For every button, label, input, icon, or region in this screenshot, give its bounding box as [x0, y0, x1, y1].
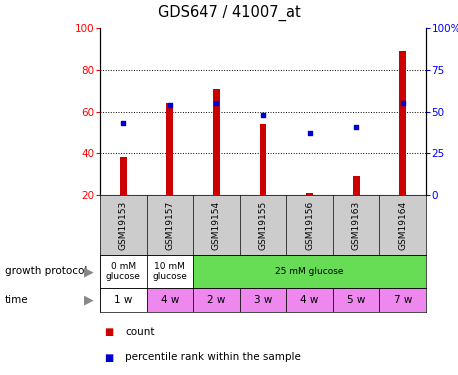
- Text: 25 mM glucose: 25 mM glucose: [275, 267, 344, 276]
- Text: growth protocol: growth protocol: [5, 267, 87, 276]
- Text: 1 w: 1 w: [114, 295, 132, 305]
- Text: GDS647 / 41007_at: GDS647 / 41007_at: [158, 5, 300, 21]
- Bar: [260, 124, 267, 237]
- Bar: [379, 288, 426, 312]
- Text: time: time: [5, 295, 28, 305]
- Text: GSM19164: GSM19164: [398, 200, 407, 250]
- Point: [306, 130, 313, 136]
- Text: GSM19157: GSM19157: [165, 200, 174, 250]
- Bar: [100, 255, 147, 288]
- Bar: [147, 288, 193, 312]
- Bar: [120, 158, 127, 237]
- Point: [166, 102, 174, 108]
- Bar: [147, 255, 193, 288]
- Text: 5 w: 5 w: [347, 295, 365, 305]
- Bar: [100, 288, 147, 312]
- Point: [213, 100, 220, 106]
- Point: [353, 123, 360, 129]
- Bar: [213, 88, 220, 237]
- Text: 4 w: 4 w: [161, 295, 179, 305]
- Text: ■: ■: [104, 352, 114, 363]
- Text: 0 mM
glucose: 0 mM glucose: [106, 262, 141, 281]
- Bar: [193, 288, 240, 312]
- Bar: [353, 176, 360, 237]
- Bar: [166, 103, 173, 237]
- Text: 7 w: 7 w: [393, 295, 412, 305]
- Text: GSM19154: GSM19154: [212, 200, 221, 250]
- Bar: [306, 193, 313, 237]
- Bar: [286, 288, 333, 312]
- Text: count: count: [125, 327, 155, 337]
- Text: GSM19155: GSM19155: [258, 200, 267, 250]
- Text: ▶: ▶: [84, 294, 93, 306]
- Bar: [193, 255, 426, 288]
- Text: 3 w: 3 w: [254, 295, 272, 305]
- Text: GSM19163: GSM19163: [352, 200, 360, 250]
- Text: 2 w: 2 w: [207, 295, 226, 305]
- Text: GSM19156: GSM19156: [305, 200, 314, 250]
- Bar: [333, 288, 379, 312]
- Text: GSM19153: GSM19153: [119, 200, 128, 250]
- Point: [399, 100, 406, 106]
- Text: percentile rank within the sample: percentile rank within the sample: [125, 352, 301, 363]
- Text: ▶: ▶: [84, 265, 93, 278]
- Text: ■: ■: [104, 327, 114, 337]
- Text: 4 w: 4 w: [300, 295, 319, 305]
- Point: [120, 120, 127, 126]
- Text: 10 mM
glucose: 10 mM glucose: [153, 262, 187, 281]
- Bar: [399, 51, 406, 237]
- Bar: [240, 288, 286, 312]
- Point: [259, 112, 267, 118]
